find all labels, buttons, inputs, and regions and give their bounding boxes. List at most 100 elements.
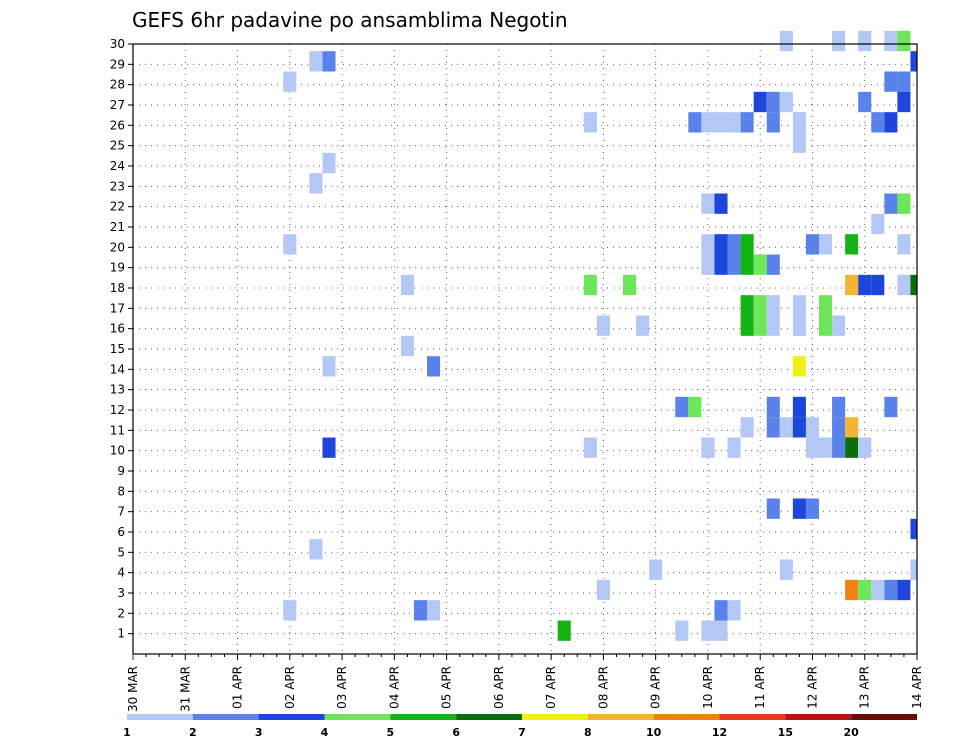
heatmap-cell xyxy=(779,91,793,113)
heatmap-cell xyxy=(897,193,911,214)
heatmap-cell xyxy=(309,539,323,560)
y-tick-label: 22 xyxy=(110,200,125,214)
x-tick-label: 13 APR xyxy=(858,666,872,709)
heatmap-cell xyxy=(727,437,741,458)
heatmap-cell xyxy=(858,579,872,601)
heatmap-cell xyxy=(675,396,689,418)
heatmap-cell xyxy=(845,417,859,438)
color-bar-segment xyxy=(324,714,391,720)
heatmap-cell xyxy=(714,620,728,641)
heatmap-cell xyxy=(413,600,427,621)
heatmap-cell xyxy=(884,193,898,214)
heatmap-cell xyxy=(779,30,793,52)
y-tick-label: 2 xyxy=(117,606,125,620)
heatmap-cell xyxy=(400,274,414,296)
color-bar-segment xyxy=(258,714,325,720)
heatmap-cell xyxy=(636,315,650,336)
y-tick-label: 14 xyxy=(110,362,125,376)
heatmap-cell xyxy=(727,112,741,133)
y-tick-label: 19 xyxy=(110,261,125,275)
heatmap-cell xyxy=(596,315,610,336)
heatmap-cell xyxy=(283,71,297,92)
heatmap-cell xyxy=(701,234,715,255)
x-tick-label: 10 APR xyxy=(701,666,715,709)
y-tick-label: 24 xyxy=(110,159,125,173)
heatmap-cell xyxy=(832,437,846,458)
heatmap-cell xyxy=(766,315,780,336)
color-bar-label: 12 xyxy=(712,726,727,739)
x-tick-label: 31 MAR xyxy=(178,666,192,712)
heatmap-cell xyxy=(779,559,793,580)
heatmap-cell xyxy=(792,295,806,316)
heatmap-cell xyxy=(871,579,885,601)
color-bar: 1 2 3 4 5 6 7 8 10 12 15 20 xyxy=(123,714,917,739)
heatmap-cell xyxy=(819,295,833,316)
heatmap-cell xyxy=(753,315,767,336)
y-tick-label: 15 xyxy=(110,342,125,356)
heatmap-cell xyxy=(740,254,754,275)
heatmap-cell xyxy=(832,30,846,52)
heatmap-cell xyxy=(688,112,702,133)
color-bar-label: 1 xyxy=(123,726,131,739)
heatmap-cell xyxy=(714,193,728,214)
heatmap-cell xyxy=(779,417,793,438)
heatmap-cell xyxy=(596,579,610,601)
heatmap-cell xyxy=(910,518,917,540)
y-tick-label: 6 xyxy=(117,525,125,539)
heatmap-cell xyxy=(727,234,741,255)
color-bar-label: 7 xyxy=(518,726,526,739)
y-tick-label: 25 xyxy=(110,139,125,153)
heatmap-cell xyxy=(897,30,911,52)
chart-title: GEFS 6hr padavine po ansamblima Negotin xyxy=(132,8,568,32)
y-tick-label: 29 xyxy=(110,57,125,71)
color-bar-segment xyxy=(522,714,588,720)
heatmap-cell xyxy=(858,91,872,113)
color-bar-segment xyxy=(587,714,654,720)
heatmap-cell xyxy=(675,620,689,641)
y-tick-label: 28 xyxy=(110,78,125,92)
heatmap-cell xyxy=(322,152,336,174)
heatmap-cell xyxy=(427,356,441,377)
color-bar-segment xyxy=(719,714,786,720)
heatmap-cell xyxy=(858,274,872,296)
color-bar-label: 8 xyxy=(584,726,592,739)
heatmap-cell xyxy=(701,254,715,275)
y-tick-label: 27 xyxy=(110,98,125,112)
x-tick-label: 03 APR xyxy=(335,666,349,709)
color-bar-label: 2 xyxy=(189,726,197,739)
heatmap-cell xyxy=(727,254,741,275)
heatmap-cell xyxy=(910,51,917,72)
y-tick-label: 3 xyxy=(117,586,125,600)
y-tick-label: 12 xyxy=(110,403,125,417)
x-tick-label: 01 APR xyxy=(231,666,245,709)
y-tick-label: 30 xyxy=(110,37,125,51)
heatmap-cell xyxy=(714,600,728,621)
heatmap-cell xyxy=(871,213,885,235)
heatmap-cell xyxy=(897,579,911,601)
y-tick-label: 17 xyxy=(110,301,125,315)
heatmap-cell xyxy=(766,254,780,275)
y-tick-label: 23 xyxy=(110,179,125,193)
heatmap-cell xyxy=(792,356,806,377)
color-bar-segment xyxy=(653,714,720,720)
color-bar-segment xyxy=(785,714,852,720)
x-tick-label: 12 APR xyxy=(805,666,819,709)
y-tick-label: 9 xyxy=(117,464,125,478)
heatmap-cell xyxy=(309,51,323,72)
heatmap-cell xyxy=(792,315,806,336)
heatmap-cell xyxy=(819,315,833,336)
heatmap-cell xyxy=(871,112,885,133)
heatmap-cell xyxy=(753,254,767,275)
y-axis: 1234567891011121314151617181920212223242… xyxy=(110,37,133,641)
heatmap-cell xyxy=(427,600,441,621)
color-bar-label: 15 xyxy=(778,726,793,739)
heatmap-cell xyxy=(858,30,872,52)
x-tick-label: 11 APR xyxy=(753,666,767,709)
heatmap-cell xyxy=(819,234,833,255)
heatmap-cell xyxy=(753,295,767,316)
heatmap-cell xyxy=(884,71,898,92)
heatmap-cell xyxy=(766,498,780,519)
heatmap-cell xyxy=(845,274,859,296)
heatmap-cell xyxy=(792,396,806,418)
heatmap-cell xyxy=(766,112,780,133)
